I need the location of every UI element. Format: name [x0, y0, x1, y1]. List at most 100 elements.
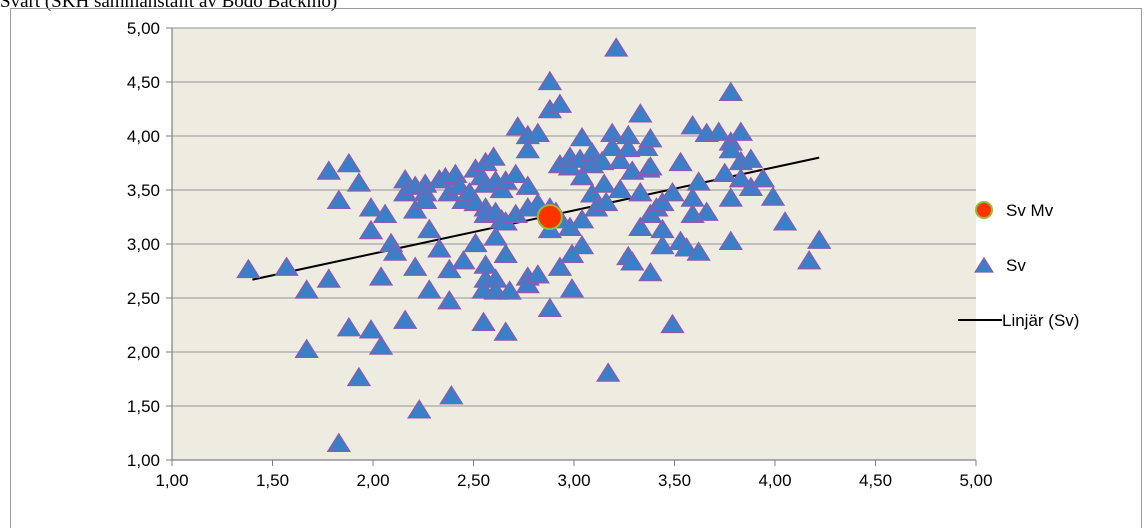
sv-point	[471, 311, 496, 331]
sv-point	[650, 234, 675, 255]
sv-point	[503, 163, 528, 184]
legend-label: Sv Mv	[1006, 201, 1054, 220]
sv-point	[463, 232, 488, 253]
sv-point	[417, 218, 442, 239]
legend-marker-sv-mv	[975, 201, 993, 219]
sv-point	[718, 81, 743, 101]
x-tick-label: 3,00	[557, 471, 590, 490]
sv-point	[694, 201, 719, 221]
y-tick-label: 2,50	[127, 289, 160, 308]
y-tick-label: 5,00	[127, 19, 160, 38]
sv-point	[515, 175, 540, 195]
sv-point	[481, 146, 506, 166]
x-tick-label: 1,50	[256, 471, 289, 490]
x-tick-label: 4,50	[859, 471, 892, 490]
sv-point	[547, 93, 573, 113]
sv-point	[628, 182, 653, 202]
sv-point	[417, 279, 442, 299]
sv-point	[439, 385, 464, 405]
sv-point	[382, 241, 408, 261]
sv-point	[796, 250, 822, 270]
x-tick-label: 5,00	[959, 471, 992, 490]
sv-point	[413, 189, 438, 209]
sv-point	[505, 116, 530, 136]
legend: Sv Mv Sv Linjär (Sv)	[958, 201, 1079, 330]
sv-point	[593, 191, 619, 212]
sv-point	[628, 216, 653, 236]
sv-point	[668, 151, 693, 172]
sv-point	[537, 70, 563, 91]
legend-marker-sv	[974, 256, 994, 273]
y-tick-label: 4,00	[127, 127, 160, 146]
gridlines	[172, 27, 976, 407]
sv-point	[686, 241, 711, 261]
sv-point	[579, 183, 605, 203]
sv-point	[738, 148, 764, 168]
sv-point	[712, 162, 737, 182]
x-tick-label: 1,00	[155, 471, 188, 490]
sv-point	[650, 191, 675, 212]
sv-point	[368, 335, 394, 355]
sv-point	[316, 268, 341, 288]
sv-point	[547, 256, 573, 276]
sv-point	[569, 209, 595, 229]
chart-caption: Svart (SKH sammanställt av Bodo Bäckmo)	[0, 0, 338, 12]
sv-point	[569, 126, 595, 147]
sv-point	[686, 171, 711, 191]
y-tick-label: 3,00	[127, 235, 160, 254]
sv-point	[569, 165, 595, 186]
x-tick-label: 2,50	[457, 471, 490, 490]
sv-point	[274, 256, 299, 276]
legend-label: Sv	[1006, 256, 1026, 275]
x-tick-label: 3,50	[658, 471, 691, 490]
sv-point	[660, 313, 685, 334]
y-tick-label: 2,00	[127, 343, 160, 362]
y-tick-label: 3,50	[127, 181, 160, 200]
axes	[166, 27, 977, 466]
sv-point	[326, 189, 352, 209]
y-tick-label: 1,00	[127, 451, 160, 470]
sv-point	[595, 362, 621, 382]
sv-point	[392, 309, 418, 329]
sv-point	[638, 128, 663, 148]
scatter-chart: 1,00 1,50 2,00 2,50 3,00 3,50 4,00 4,50 5,00 1,00…	[127, 19, 1080, 490]
sv-point	[718, 138, 743, 159]
sv-point	[358, 319, 384, 339]
sv-point	[326, 432, 352, 452]
sv-point	[358, 197, 384, 217]
sv-point	[680, 115, 705, 135]
sv-point	[493, 243, 518, 263]
sv-point	[346, 172, 372, 192]
sv-point	[493, 321, 518, 341]
sv-point	[807, 229, 832, 249]
sv-point	[674, 237, 699, 257]
sv-point	[591, 173, 617, 193]
sv-point	[368, 266, 394, 286]
sv-point	[608, 149, 633, 169]
tick-labels: 1,00 1,50 2,00 2,50 3,00 3,50 4,00 4,50 5,00 1,00…	[127, 19, 993, 490]
sv-point	[236, 258, 261, 279]
sv-point	[616, 137, 641, 158]
y-tick-label: 1,50	[127, 397, 160, 416]
sv-point	[451, 250, 476, 270]
x-tick-label: 2,00	[356, 471, 389, 490]
sv-point	[515, 138, 540, 159]
data-points	[236, 37, 832, 452]
sv-point	[638, 156, 663, 176]
sv-point	[559, 278, 585, 298]
sv-point	[706, 121, 731, 141]
legend-label: Linjär (Sv)	[1002, 311, 1079, 330]
x-tick-label: 4,00	[758, 471, 791, 490]
sv-point	[515, 273, 540, 294]
sv-point	[525, 264, 550, 284]
sv-point	[718, 187, 743, 207]
sv-point	[760, 186, 786, 206]
sv-point	[628, 103, 653, 123]
sv-point	[483, 226, 508, 246]
sv-point	[772, 211, 798, 231]
sv-point	[437, 290, 462, 310]
sv-point	[728, 121, 754, 141]
sv-point	[589, 150, 615, 171]
sv-point	[525, 122, 550, 142]
sv-point	[294, 338, 319, 358]
